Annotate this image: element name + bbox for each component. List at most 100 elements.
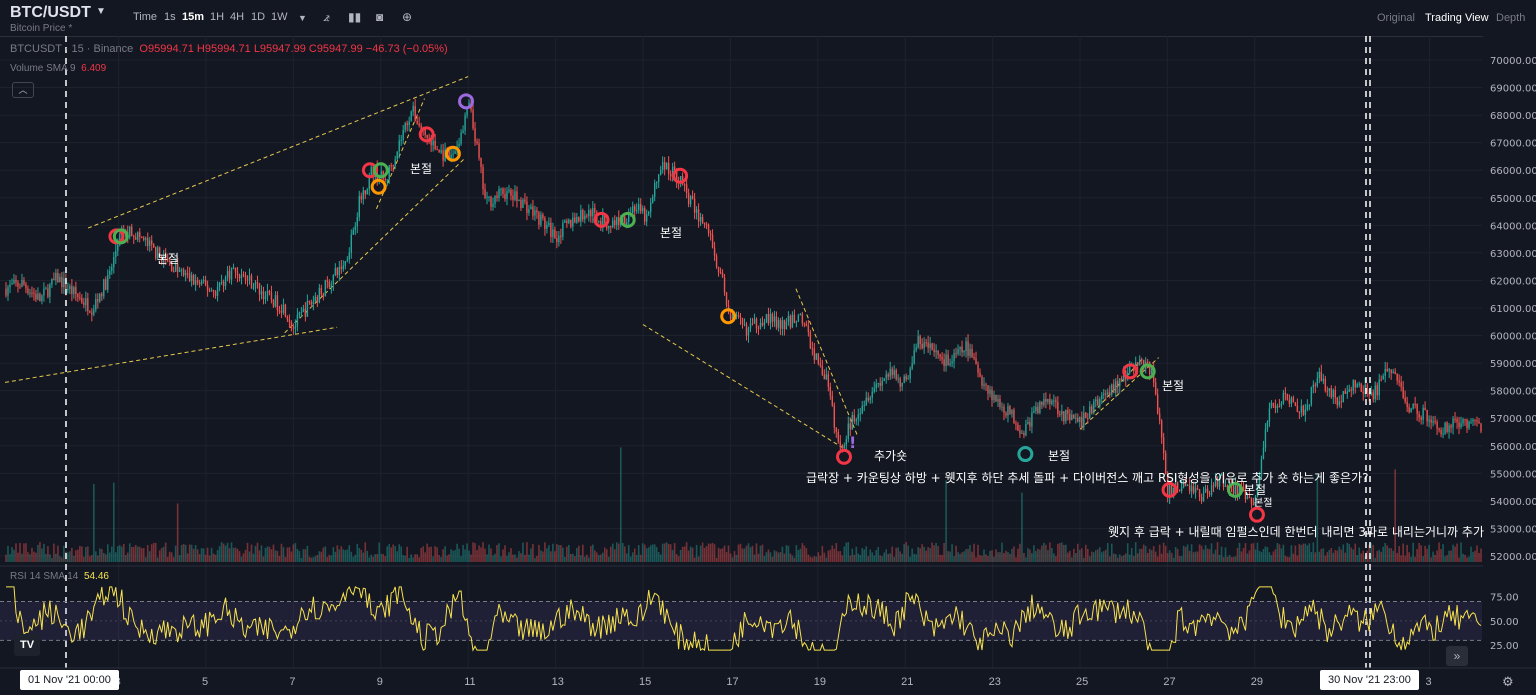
volume-bar — [47, 546, 49, 562]
volume-bar — [921, 544, 923, 562]
price-chart[interactable]: 70000.0069000.0068000.0067000.0066000.00… — [0, 36, 1536, 695]
candle-body — [1113, 384, 1115, 393]
add-icon[interactable]: ⊕ — [402, 10, 413, 24]
candle-body — [1083, 412, 1085, 428]
scroll-to-realtime-button[interactable]: » — [1446, 646, 1468, 666]
volume-bar — [873, 555, 876, 562]
volume-bar — [43, 543, 45, 562]
tab-time[interactable]: Time — [133, 11, 158, 23]
candle-body — [266, 290, 269, 297]
volume-bar — [1007, 552, 1009, 562]
volume-bar — [540, 550, 542, 562]
volume-bar — [911, 548, 913, 562]
candle-body — [139, 232, 141, 237]
volume-bar — [707, 543, 710, 562]
candles-icon[interactable]: ▮▮ — [348, 10, 362, 24]
collapse-legend-button[interactable]: ︿ — [12, 82, 34, 98]
tab-15m[interactable]: 15m — [182, 11, 205, 23]
candle-body — [875, 383, 877, 389]
candle-body — [636, 210, 638, 212]
candle-body — [731, 314, 734, 319]
candle-body — [1160, 420, 1163, 438]
candle-body — [1015, 423, 1017, 425]
volume-bar — [1360, 553, 1363, 562]
candle-body — [212, 290, 215, 292]
tab-1h[interactable]: 1H — [210, 11, 225, 23]
volume-bar — [821, 545, 824, 562]
candle-body — [1282, 392, 1285, 404]
volume-bar — [574, 556, 576, 562]
candle-body — [192, 275, 195, 285]
candle-body — [27, 288, 29, 294]
camera-icon[interactable]: ◙ — [376, 10, 384, 24]
volume-bar — [460, 556, 462, 562]
rsi-value: 54.46 — [83, 571, 109, 582]
candle-body — [398, 140, 400, 152]
tab-4h[interactable]: 4H — [230, 11, 245, 23]
volume-bar — [122, 544, 125, 562]
tab-trading-view[interactable]: Trading View — [1425, 12, 1489, 24]
candle-body — [1412, 403, 1414, 409]
candle-body — [226, 270, 229, 278]
price-tick-label: 63000.00 — [1490, 249, 1536, 260]
candle-body — [5, 288, 7, 296]
volume-bar — [1216, 542, 1219, 562]
volume-bar — [318, 551, 321, 562]
volume-bar — [63, 545, 65, 562]
symbol-title[interactable]: BTC/USDT — [10, 4, 91, 21]
candle-body — [328, 281, 331, 287]
candle-body — [81, 298, 83, 303]
candle-body — [218, 282, 221, 287]
candle-body — [1474, 419, 1476, 421]
volume-bar — [214, 554, 217, 562]
tab-original[interactable]: Original — [1377, 12, 1415, 24]
volume-bar — [717, 547, 720, 562]
volume-bar — [192, 548, 195, 562]
volume-bar — [639, 554, 642, 562]
volume-bar — [1340, 549, 1343, 562]
volume-bar — [99, 548, 101, 562]
chevron-down-icon[interactable]: ▼ — [298, 13, 307, 23]
candle-body — [360, 196, 362, 200]
tab-depth[interactable]: Depth — [1496, 12, 1526, 24]
volume-bar — [1208, 549, 1211, 562]
volume-bar — [1124, 553, 1127, 562]
candle-body — [1021, 432, 1023, 434]
gear-icon[interactable]: ⚙ — [1502, 674, 1514, 689]
candle-body — [859, 413, 861, 415]
candle-body — [699, 216, 702, 222]
candle-body — [807, 325, 810, 332]
volume-bar — [625, 553, 628, 562]
candle-body — [929, 343, 931, 348]
volume-bar — [963, 551, 965, 562]
volume-bar — [599, 554, 602, 562]
candle-body — [254, 282, 257, 288]
volume-bar — [226, 542, 229, 562]
tab-1s[interactable]: 1s — [164, 11, 176, 23]
volume-bar — [282, 547, 285, 562]
volume-bar — [1100, 552, 1103, 562]
indicator-icon[interactable]: ⦨ — [323, 10, 330, 24]
tab-1w[interactable]: 1W — [271, 11, 288, 23]
volume-bar — [745, 545, 748, 562]
candle-body — [1332, 389, 1335, 398]
chevron-down-icon[interactable]: ▼ — [96, 6, 106, 17]
trade-marker — [1122, 363, 1139, 380]
tradingview-logo[interactable]: TV — [14, 634, 40, 656]
volume-bar — [194, 544, 197, 562]
candle-body — [815, 353, 818, 360]
candle-body — [454, 151, 456, 154]
candle-body — [196, 280, 199, 283]
candle-body — [640, 204, 642, 212]
candle-body — [642, 208, 644, 212]
candle-body — [394, 159, 396, 166]
volume-bar — [240, 556, 243, 562]
candle-body — [176, 264, 179, 272]
volume-bar — [853, 554, 856, 562]
volume-bar — [572, 553, 574, 562]
candle-body — [222, 281, 225, 287]
candle-body — [1073, 414, 1075, 419]
volume-bar — [552, 543, 554, 562]
tab-1d[interactable]: 1D — [251, 11, 266, 23]
volume-bar — [1104, 549, 1107, 562]
